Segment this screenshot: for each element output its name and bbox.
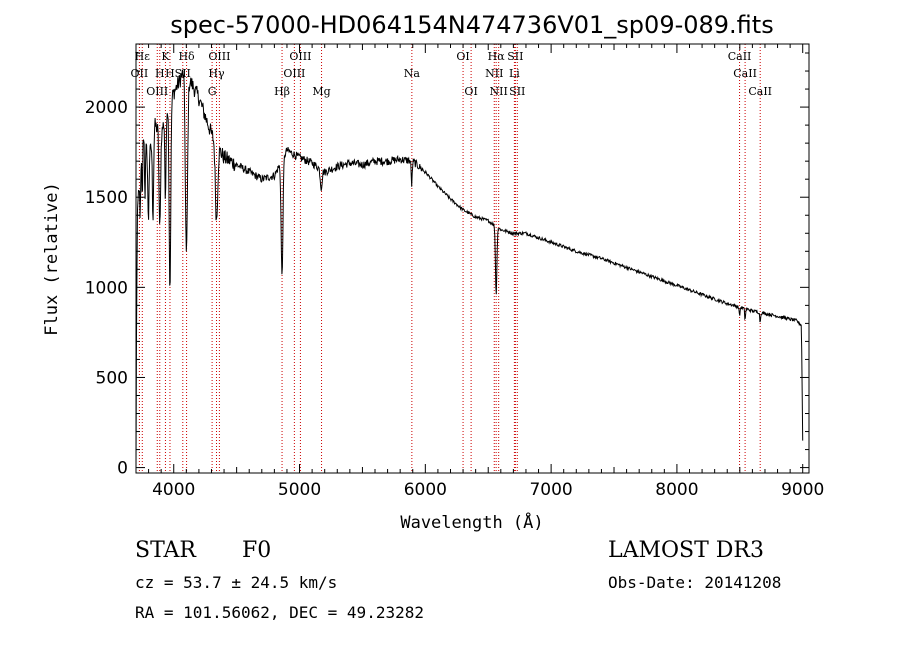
plot-frame: [136, 44, 809, 473]
spectral-line-label: Hα: [488, 50, 506, 63]
object-subclass: F0: [242, 538, 271, 563]
spectral-line-label: OIII: [146, 85, 168, 98]
spectral-line-label: Hβ: [274, 85, 290, 98]
y-tick-label: 0: [117, 459, 128, 479]
spectral-line-label: Hγ: [208, 67, 225, 80]
spectral-line-label: Na: [404, 67, 421, 80]
x-axis-label: Wavelength (Å): [400, 511, 543, 533]
spectral-line-label: NII: [485, 67, 503, 80]
x-tick-label: 4000: [152, 480, 195, 500]
spectral-line-label: Li: [509, 67, 520, 80]
x-tick-label: 8000: [655, 480, 698, 500]
spectral-line-markers: [139, 44, 760, 473]
spectral-line-label: OII: [131, 67, 149, 80]
spectral-line-label: G: [208, 85, 217, 98]
x-tick-label: 7000: [529, 480, 572, 500]
spectral-line-label: OI: [456, 50, 469, 63]
spectral-line-label: CaII: [728, 50, 752, 63]
y-tick-label: 1000: [85, 278, 128, 298]
x-tick-label: 6000: [404, 480, 447, 500]
spectrum-line: [136, 70, 803, 468]
y-tick-label: 500: [96, 368, 128, 388]
spectral-line-label: K: [161, 50, 170, 63]
spectral-line-label: H: [155, 67, 165, 80]
spectral-line-label: OIII: [208, 50, 230, 63]
y-axis: 0 500 1000 1500 2000: [85, 53, 809, 479]
spectral-line-label: SII: [509, 85, 525, 98]
spectral-line-label: CaII: [733, 67, 757, 80]
y-tick-label: 1500: [85, 188, 128, 208]
spectral-line-label: OIII: [283, 67, 305, 80]
y-tick-label: 2000: [85, 98, 128, 118]
spectral-line-label: Mg: [312, 85, 330, 98]
x-axis: 4000 5000 6000 7000 8000 9000: [136, 44, 824, 500]
object-class: STAR: [135, 538, 196, 563]
chart-title: spec-57000-HD064154N474736V01_sp09-089.f…: [170, 11, 773, 39]
spectral-line-label: H: [165, 67, 175, 80]
redshift-readout: cz = 53.7 ± 24.5 km/s: [135, 573, 337, 592]
observation-date: Obs-Date: 20141208: [608, 573, 781, 592]
survey-name: LAMOST DR3: [608, 538, 764, 563]
spectral-line-label: OI: [464, 85, 477, 98]
x-tick-label: 5000: [278, 480, 321, 500]
spectral-line-label: Hδ: [178, 50, 195, 63]
y-axis-label: Flux (relative): [42, 182, 62, 336]
coordinates-readout: RA = 101.56062, DEC = 49.23282: [135, 603, 424, 622]
spectral-line-label: OIII: [289, 50, 311, 63]
spectral-line-label: Hε: [135, 50, 151, 63]
spectral-line-label: SII: [507, 50, 523, 63]
spectral-line-label: NII: [490, 85, 508, 98]
spectral-line-label: CaII: [748, 85, 772, 98]
x-tick-label: 9000: [781, 480, 824, 500]
